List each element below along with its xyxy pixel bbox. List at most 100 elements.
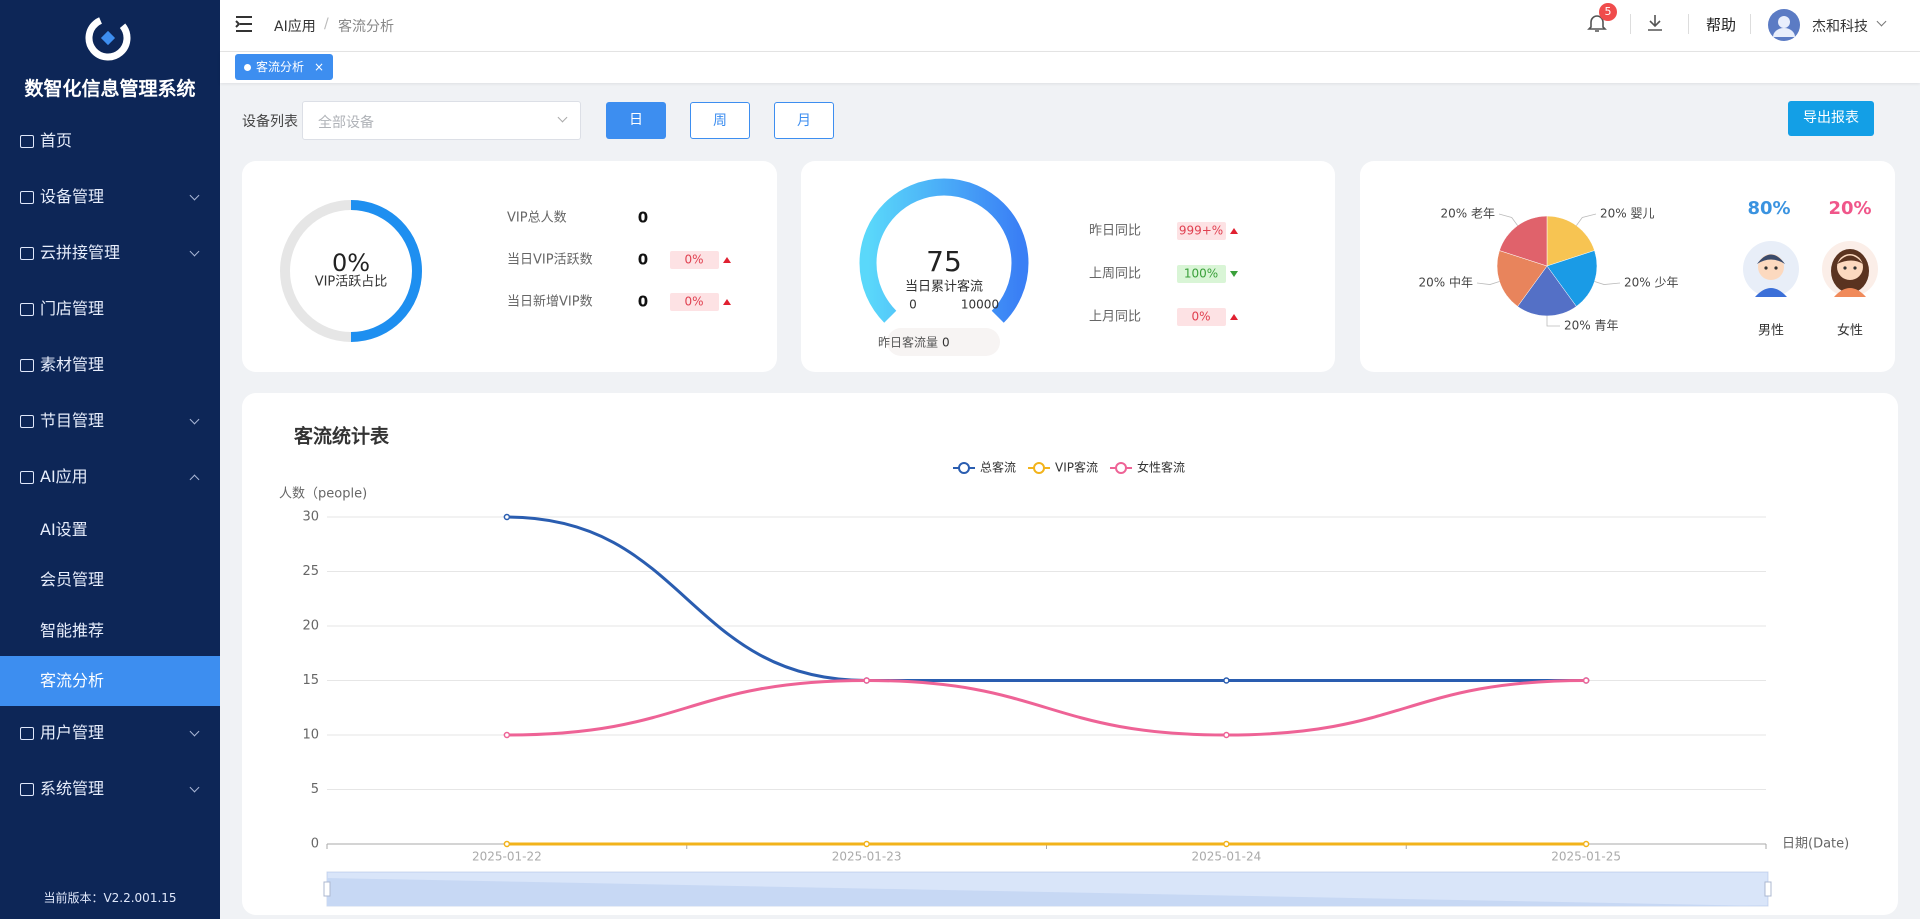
system-title: 数智化信息管理系统 <box>24 78 196 100</box>
leader-line <box>1594 281 1621 285</box>
yesterday-value: 0 <box>942 336 950 350</box>
zoom-shadow <box>327 878 1766 906</box>
change-value: 0% <box>684 253 703 267</box>
data-point <box>1223 677 1230 684</box>
menu-item[interactable]: 设备管理 <box>0 172 220 222</box>
submenu-item[interactable]: 会员管理 <box>0 555 220 605</box>
change-badge <box>670 251 719 269</box>
menu-item[interactable]: 用户管理 <box>0 708 220 758</box>
device-label: 设备列表 <box>242 114 298 130</box>
avatar-hair <box>1757 254 1785 264</box>
stat-value: 0 <box>638 209 648 227</box>
gauge-value: 75 <box>926 245 962 278</box>
y-axis-title: 人数（people) <box>279 487 367 502</box>
vip-card: 0% VIP活跃占比 VIP总人数 0 当日VIP活跃数 0 0% 当日新增VIP数 0 0% <box>242 161 777 372</box>
age-gender-card: 20% 婴儿 20% 少年 20% 青年 20% 中年 20% 老年 80% 20% 男性 女性 <box>1360 161 1895 372</box>
submenu-item[interactable]: AI设置 <box>0 505 220 555</box>
y-tick-label: 10 <box>302 728 319 743</box>
stat-value: 0 <box>638 293 648 311</box>
pie-label: 20% 青年 <box>1564 319 1619 333</box>
menu-item[interactable]: 系统管理 <box>0 764 220 814</box>
breadcrumb-sep: / <box>324 16 329 32</box>
menu-item[interactable]: AI应用 <box>0 452 220 502</box>
x-tick-label: 2025-01-22 <box>472 850 542 864</box>
data-point <box>863 840 870 848</box>
menu-item[interactable]: 云拼接管理 <box>0 228 220 278</box>
menu-label: 设备管理 <box>40 187 105 206</box>
change-badge <box>1177 308 1226 326</box>
header: AI应用 / 客流分析 5 帮助 杰和科技 <box>220 0 1920 52</box>
device-select[interactable]: 全部设备 <box>302 101 581 140</box>
period-button[interactable]: 月 <box>774 102 834 139</box>
menu-label: AI应用 <box>40 467 88 486</box>
data-point <box>863 677 870 684</box>
help-link[interactable]: 帮助 <box>1706 16 1737 34</box>
trend-arrow <box>723 257 731 263</box>
tab-label: 客流分析 <box>256 60 305 74</box>
menu-item[interactable]: 门店管理 <box>0 284 220 334</box>
pie-slice <box>1546 215 1595 267</box>
change-value: 100% <box>1184 267 1218 281</box>
y-tick-label: 25 <box>302 564 319 579</box>
data-point <box>503 840 511 848</box>
menu-label: 素材管理 <box>40 355 105 374</box>
tab[interactable]: 客流分析 × <box>235 54 333 80</box>
x-axis-title: 日期(Date) <box>1782 837 1849 852</box>
submenu-item-active[interactable]: 客流分析 <box>0 656 220 706</box>
stat-label: VIP总人数 <box>507 211 567 226</box>
leader-line <box>1576 213 1597 226</box>
period-button[interactable]: 日 <box>606 102 666 139</box>
period-button[interactable]: 周 <box>690 102 750 139</box>
age-gender-graphic: 20% 婴儿 20% 少年 20% 青年 20% 中年 20% 老年 80% 20% 男性 女性 <box>1419 198 1878 339</box>
trend-arrow <box>1230 228 1238 234</box>
download-icon[interactable] <box>1645 13 1665 33</box>
change-value: 0% <box>1191 310 1210 324</box>
pie-label: 20% 婴儿 <box>1600 207 1655 221</box>
menu-label: 会员管理 <box>40 570 105 589</box>
leader-line <box>1476 281 1500 285</box>
user-avatar[interactable] <box>1768 9 1800 41</box>
series-line <box>506 678 1587 737</box>
change-value: 0% <box>684 295 703 309</box>
x-tick-label: 2025-01-25 <box>1551 850 1621 864</box>
data-point <box>1223 840 1230 848</box>
placeholder: 全部设备 <box>318 115 374 131</box>
legend-marker <box>958 462 970 474</box>
user-name[interactable]: 杰和科技 <box>1812 19 1868 35</box>
legend-label: 女性客流 <box>1137 460 1185 475</box>
male-label: 男性 <box>1758 324 1784 339</box>
avatar-body <box>1755 288 1787 297</box>
menu-label: 系统管理 <box>40 779 105 798</box>
breadcrumb-item[interactable]: AI应用 <box>274 19 316 35</box>
pie-slice <box>1517 265 1577 317</box>
menu-toggle[interactable] <box>235 15 253 33</box>
menu-item[interactable]: 素材管理 <box>0 340 220 390</box>
submenu-item[interactable]: 智能推荐 <box>0 606 220 656</box>
menu-item[interactable]: 首页 <box>0 116 220 166</box>
export-button[interactable]: 导出报表 <box>1788 101 1874 136</box>
gauge-label: 当日累计客流 <box>905 279 983 295</box>
data-point <box>1582 840 1590 848</box>
menu-label: 客流分析 <box>40 671 105 690</box>
menu-label: 云拼接管理 <box>40 243 121 262</box>
menu-label: 用户管理 <box>40 723 105 742</box>
flow-card: 75 当日累计客流 0 10000 昨日客流量 0 昨日同比 999+% 上周同比 100% 上月同… <box>801 161 1335 372</box>
menu-label: 门店管理 <box>40 299 105 318</box>
menu-item[interactable]: 节目管理 <box>0 396 220 446</box>
trend-arrow <box>723 299 731 305</box>
stat-label: 上月同比 <box>1089 310 1141 325</box>
data-point <box>503 731 511 739</box>
pie-slice <box>1499 215 1548 267</box>
zoom-window <box>327 872 1768 906</box>
chart-card: 客流统计表 人数（people) 日期(Date) 0 5 10 15 20 25 30 2025-… <box>242 393 1898 915</box>
legend-marker <box>1115 462 1128 474</box>
legend-label: VIP客流 <box>1055 460 1098 475</box>
menu-label: 首页 <box>40 131 73 150</box>
menu-label: 节目管理 <box>40 411 105 430</box>
change-value: 999+% <box>1179 224 1223 238</box>
female-label: 女性 <box>1837 323 1863 339</box>
x-tick-label: 2025-01-23 <box>832 850 902 864</box>
